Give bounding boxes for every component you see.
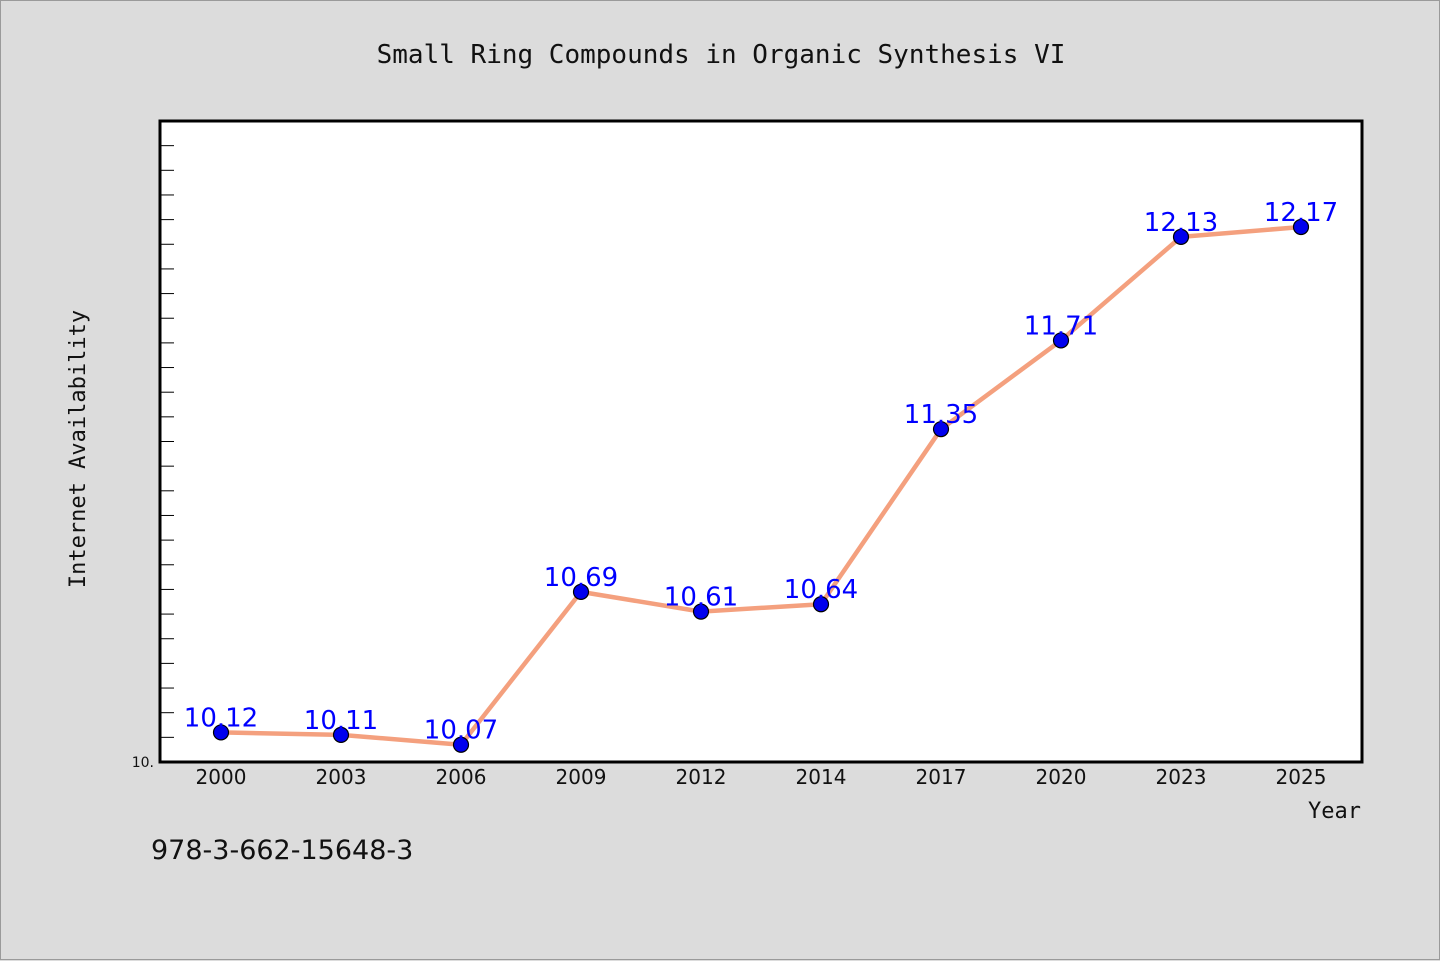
data-point-marker	[332, 726, 350, 743]
isbn-label: 978-3-662-15648-3	[151, 835, 414, 866]
data-label: 10.61	[664, 583, 738, 613]
x-tick-label: 2017	[916, 765, 967, 789]
data-point-marker	[692, 603, 710, 620]
data-point-marker	[1172, 228, 1190, 245]
x-tick-label: 2012	[676, 765, 727, 789]
data-point-marker	[932, 421, 950, 438]
data-label: 10.64	[784, 575, 858, 605]
data-point-marker	[812, 596, 830, 613]
y-axis-ticks	[160, 145, 174, 763]
data-point-marker	[572, 583, 590, 600]
x-tick-label: 2006	[436, 765, 487, 789]
x-axis-tick-labels: 2000 2003 2006 2009 2012 2014 2017 2020 2023 2025	[196, 765, 1327, 789]
data-label: 10.12	[184, 703, 258, 733]
data-label: 12.17	[1264, 198, 1338, 228]
y-tick-label: 10.	[132, 755, 154, 771]
data-label: 10.69	[544, 563, 618, 593]
series-line	[218, 224, 1304, 747]
data-label: 10.11	[304, 706, 378, 736]
chart-title: Small Ring Compounds in Organic Synthesi…	[377, 40, 1066, 70]
series-group: 10.12 10.11 10.07 10.69 10.61 10.64 11.35 11.71…	[184, 198, 1338, 753]
data-label: 11.35	[904, 400, 978, 430]
x-tick-label: 2014	[796, 765, 847, 789]
y-axis-label: Internet Availability	[66, 310, 91, 588]
x-tick-label: 2025	[1276, 765, 1327, 789]
x-tick-label: 2020	[1036, 765, 1087, 789]
x-tick-label: 2000	[196, 765, 247, 789]
x-axis-label: Year	[1308, 799, 1361, 824]
data-label: 12.13	[1144, 208, 1218, 238]
data-point-marker	[452, 736, 470, 753]
data-point-marker	[1052, 332, 1070, 349]
x-tick-label: 2009	[556, 765, 607, 789]
x-tick-label: 2003	[316, 765, 367, 789]
data-point-marker	[212, 724, 230, 741]
data-point-marker	[1292, 218, 1310, 236]
x-tick-label: 2023	[1156, 765, 1207, 789]
plot-area	[158, 119, 1364, 764]
data-label: 10.07	[424, 716, 498, 746]
data-label: 11.71	[1024, 311, 1098, 341]
